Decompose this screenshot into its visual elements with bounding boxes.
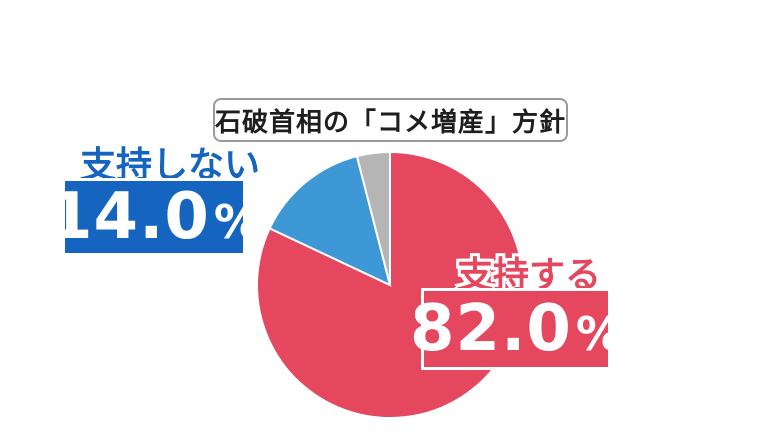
value-box-nonsupport: 14.0% xyxy=(48,178,260,256)
pie-slice-other xyxy=(355,150,391,286)
value-nonsupport: 14.0 xyxy=(48,180,210,254)
chart-title: 石破首相の「コメ増産」方針 xyxy=(213,98,568,142)
pie-slice-nonsupport xyxy=(268,154,392,287)
value-support: 82.0 xyxy=(410,292,572,366)
value-box-support: 82.0% xyxy=(410,288,622,370)
unit-support: % xyxy=(575,307,622,361)
unit-nonsupport: % xyxy=(213,195,260,249)
